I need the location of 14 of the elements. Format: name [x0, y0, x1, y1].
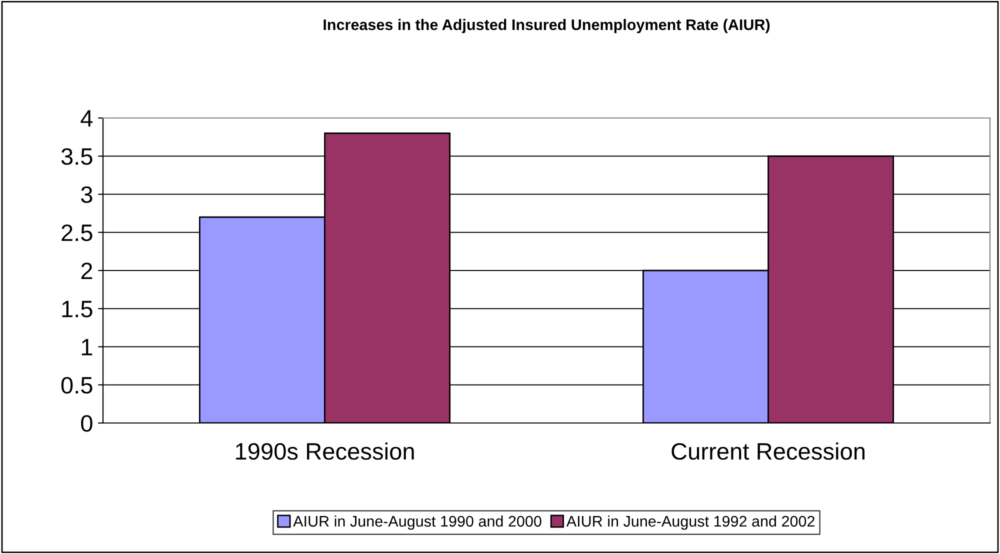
legend-label: AIUR in June-August 1992 and 2002 — [566, 515, 814, 530]
legend-label: AIUR in June-August 1990 and 2000 — [293, 515, 542, 530]
y-tick-label: 1 — [82, 339, 92, 356]
y-tick-label: 0.5 — [61, 376, 92, 394]
chart-title: Increases in the Adjusted Insured Unemployment Rate (AIUR) — [324, 18, 770, 34]
x-tick-label: Current Recession — [672, 442, 864, 460]
y-tick-label: 2 — [81, 262, 92, 280]
y-tick-label: 4 — [80, 110, 93, 127]
y-tick-label: 2.5 — [62, 224, 92, 242]
x-tick-label: 1990s Recession — [236, 442, 414, 460]
y-tick-label: 3.5 — [61, 148, 92, 165]
y-tick-label: 3 — [81, 186, 92, 204]
y-tick-label: 1.5 — [62, 300, 92, 318]
y-tick-label: 0 — [81, 415, 92, 432]
